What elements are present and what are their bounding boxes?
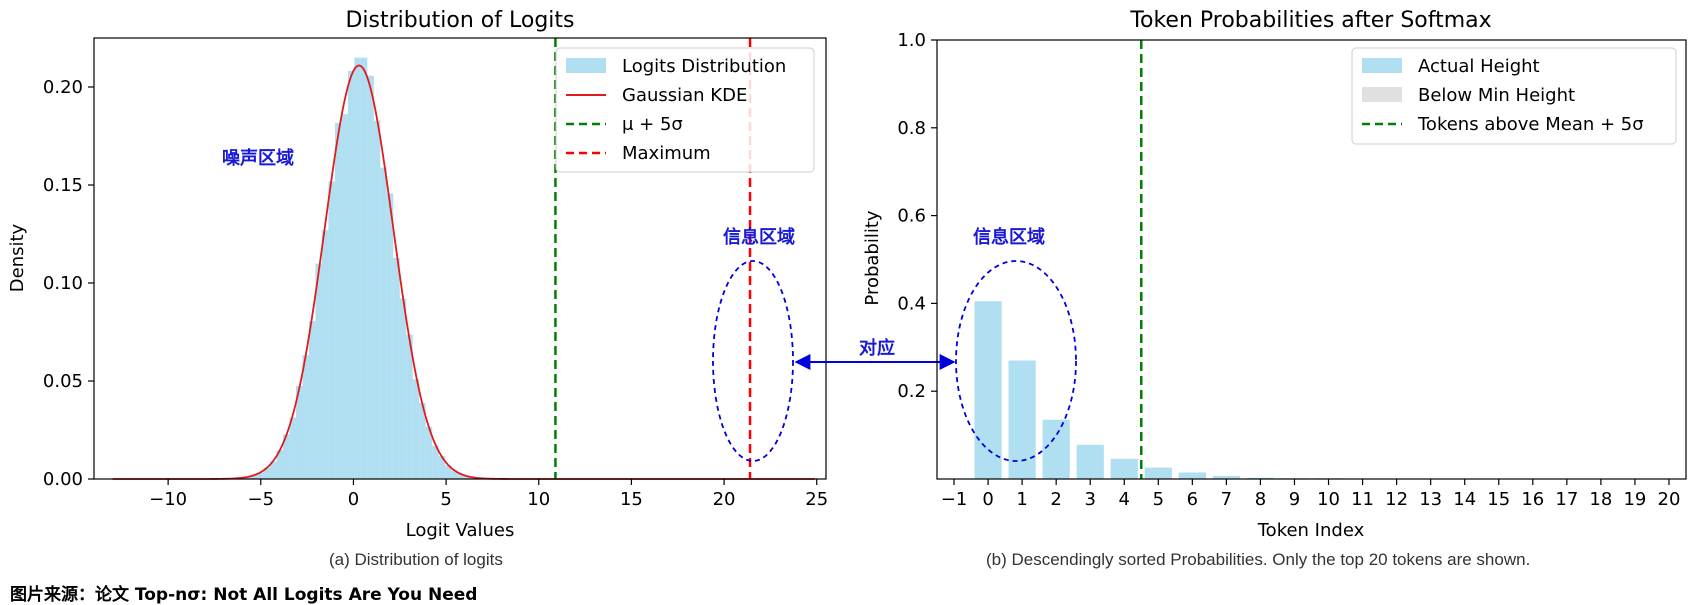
right-x-tick-label: 4 [1119, 489, 1130, 510]
histogram-bar [335, 123, 341, 479]
legend-label-logits: Logits Distribution [622, 56, 786, 77]
left-y-tick-label: 0.10 [43, 273, 83, 294]
right-x-tick-label: 20 [1658, 489, 1681, 510]
legend-patch-below-min [1362, 87, 1402, 102]
right-y-ticks: 0.2 0.4 0.6 0.8 1.0 [897, 30, 937, 402]
right-bars [974, 301, 1342, 479]
histogram-bar [341, 114, 347, 479]
histogram-bar [400, 298, 406, 479]
right-x-tick-label: 17 [1555, 489, 1578, 510]
right-x-tick-label: 6 [1187, 489, 1198, 510]
right-y-tick-label: 0.6 [897, 206, 926, 227]
left-y-tick-label: 0.15 [43, 175, 83, 196]
legend-label-kde: Gaussian KDE [622, 85, 747, 106]
histogram-bar [374, 121, 380, 479]
right-y-tick-label: 0.2 [897, 381, 926, 402]
histogram-bar [348, 71, 354, 479]
right-x-tick-label: 0 [982, 489, 993, 510]
legend-patch-logits [566, 58, 606, 73]
left-legend: Logits Distribution Gaussian KDE μ + 5σ … [556, 48, 814, 172]
histogram-bar [302, 355, 308, 479]
histogram-bar [380, 168, 386, 479]
probability-bar [1179, 472, 1206, 479]
right-x-tick-label: 7 [1221, 489, 1232, 510]
left-caption: (a) Distribution of logits [329, 550, 503, 570]
left-x-tick-label: 20 [713, 489, 736, 510]
right-legend: Actual Height Below Min Height Tokens ab… [1352, 48, 1676, 144]
left-info-region-label: 信息区域 [723, 226, 795, 248]
legend-label-max: Maximum [622, 143, 711, 164]
legend-label-actual: Actual Height [1418, 56, 1540, 77]
probability-bar [974, 301, 1001, 479]
left-x-ticks: −10 −5 0 5 10 15 20 25 [149, 479, 828, 510]
right-x-tick-label: 12 [1385, 489, 1408, 510]
right-x-tick-label: 13 [1419, 489, 1442, 510]
right-x-tick-label: 5 [1153, 489, 1164, 510]
probability-bar [1145, 468, 1172, 479]
correspondence-label: 对应 [859, 337, 895, 359]
histogram-bar [387, 194, 393, 479]
histogram-bar [354, 58, 360, 479]
legend-patch-actual [1362, 58, 1402, 73]
histogram-bar [315, 264, 321, 479]
legend-label-below-min: Below Min Height [1418, 85, 1575, 106]
right-x-tick-label: 3 [1084, 489, 1095, 510]
noise-region-label: 噪声区域 [222, 147, 294, 169]
right-x-tick-label: 15 [1487, 489, 1510, 510]
left-x-label: Logit Values [406, 520, 515, 541]
probability-bar [1043, 420, 1070, 479]
left-x-tick-label: 5 [440, 489, 451, 510]
right-x-tick-label: −1 [941, 489, 968, 510]
source-note: 图片来源：论文 Top-nσ: Not All Logits Are You N… [10, 580, 477, 605]
left-chart: Distribution of Logits −10 −5 0 5 10 15 20 25 0… [7, 8, 828, 541]
right-y-tick-label: 0.4 [897, 293, 926, 314]
histogram-bar [367, 76, 373, 479]
legend-label-mu: μ + 5σ [622, 114, 683, 135]
right-x-tick-label: 14 [1453, 489, 1476, 510]
right-x-tick-label: 18 [1589, 489, 1612, 510]
left-y-ticks: 0.00 0.05 0.10 0.15 0.20 [43, 77, 94, 490]
left-x-tick-label: −5 [248, 489, 275, 510]
right-x-tick-label: 2 [1050, 489, 1061, 510]
right-y-tick-label: 1.0 [897, 30, 926, 51]
right-x-tick-label: 19 [1623, 489, 1646, 510]
right-x-tick-label: 8 [1255, 489, 1266, 510]
histogram-bar [328, 181, 334, 479]
probability-bar [1077, 445, 1104, 479]
histogram-bar [393, 258, 399, 479]
right-info-region-label: 信息区域 [973, 226, 1045, 248]
left-x-tick-label: −10 [149, 489, 187, 510]
left-info-ellipse [713, 261, 793, 461]
left-y-label: Density [7, 223, 28, 292]
left-y-tick-label: 0.20 [43, 77, 83, 98]
probability-bar [1111, 459, 1138, 479]
right-caption: (b) Descendingly sorted Probabilities. O… [986, 550, 1530, 570]
left-chart-title: Distribution of Logits [345, 8, 574, 33]
histogram-bar [309, 321, 315, 479]
left-y-tick-label: 0.05 [43, 371, 83, 392]
histogram-bar [322, 230, 328, 479]
right-y-label: Probability [862, 210, 883, 305]
left-x-tick-label: 10 [527, 489, 550, 510]
right-x-tick-label: 16 [1521, 489, 1544, 510]
left-x-tick-label: 25 [805, 489, 828, 510]
right-x-tick-label: 11 [1351, 489, 1374, 510]
right-x-tick-label: 10 [1317, 489, 1340, 510]
right-x-label: Token Index [1257, 520, 1365, 541]
right-chart-title: Token Probabilities after Softmax [1129, 8, 1491, 33]
histogram-bar [290, 418, 296, 479]
legend-label-threshold: Tokens above Mean + 5σ [1417, 114, 1644, 135]
histogram-bar [361, 58, 367, 479]
right-x-tick-label: 9 [1289, 489, 1300, 510]
left-x-tick-label: 0 [348, 489, 359, 510]
left-x-tick-label: 15 [620, 489, 643, 510]
left-y-tick-label: 0.00 [43, 469, 83, 490]
left-histogram [231, 58, 490, 479]
right-x-tick-label: 1 [1016, 489, 1027, 510]
histogram-bar [413, 379, 419, 479]
right-y-tick-label: 0.8 [897, 118, 926, 139]
